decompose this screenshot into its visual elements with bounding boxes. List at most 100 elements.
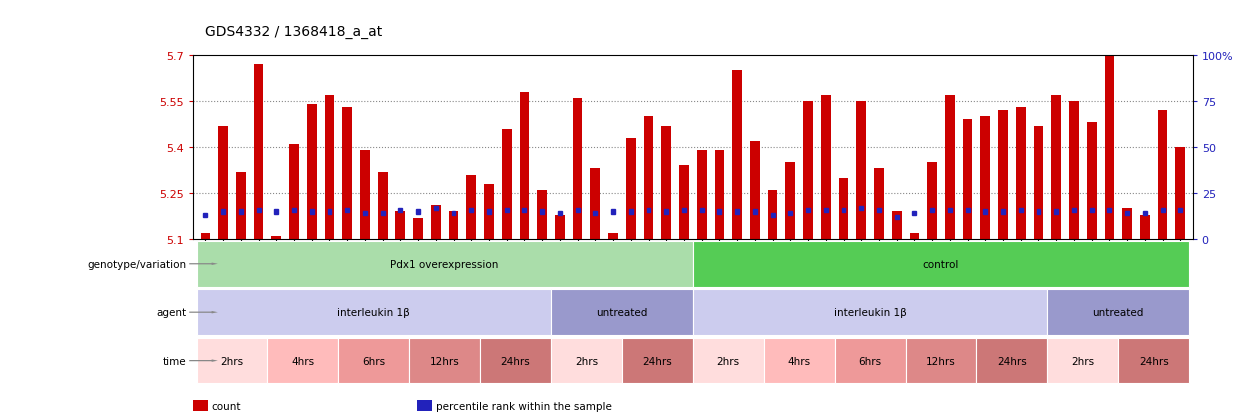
Bar	[452, 212, 456, 216]
Bar	[803, 102, 813, 240]
Bar	[930, 208, 934, 212]
Bar	[763, 338, 834, 384]
Text: 24hrs: 24hrs	[1139, 356, 1169, 366]
Bar	[679, 166, 688, 240]
Bar	[467, 175, 476, 240]
Bar	[197, 338, 268, 384]
Bar	[1118, 338, 1189, 384]
Bar	[594, 212, 598, 216]
Bar	[1016, 108, 1026, 240]
Bar	[874, 169, 884, 240]
Bar	[481, 338, 552, 384]
Text: 2hrs: 2hrs	[220, 356, 244, 366]
Bar	[203, 214, 208, 218]
Bar	[239, 210, 243, 214]
Bar	[256, 208, 260, 212]
Bar	[1143, 212, 1147, 216]
Bar	[947, 208, 952, 212]
Bar	[697, 151, 707, 240]
Bar	[555, 215, 565, 240]
Text: untreated: untreated	[596, 307, 647, 318]
Bar	[377, 172, 387, 240]
Bar	[859, 206, 863, 210]
Bar	[692, 241, 1189, 287]
Bar	[732, 71, 742, 240]
Bar	[552, 290, 692, 335]
Bar	[197, 290, 552, 335]
Bar	[611, 210, 615, 214]
Bar	[700, 208, 703, 212]
Bar	[753, 210, 757, 214]
Bar	[665, 210, 669, 214]
Bar	[661, 126, 671, 240]
Bar	[839, 178, 848, 240]
Bar	[1087, 123, 1097, 240]
Text: 4hrs: 4hrs	[788, 356, 810, 366]
Bar	[540, 210, 544, 214]
Text: 24hrs: 24hrs	[642, 356, 672, 366]
Bar	[575, 208, 580, 212]
Bar	[364, 212, 367, 216]
Bar	[1122, 209, 1132, 240]
Bar	[469, 208, 473, 212]
Bar	[749, 142, 759, 240]
Bar	[416, 210, 420, 214]
Text: 4hrs: 4hrs	[291, 356, 315, 366]
Bar	[857, 102, 867, 240]
Bar	[1069, 102, 1079, 240]
Bar	[268, 338, 339, 384]
Bar	[327, 210, 331, 214]
Bar	[345, 208, 349, 212]
Bar	[1051, 95, 1061, 240]
Text: 12hrs: 12hrs	[430, 356, 459, 366]
Bar	[895, 216, 899, 219]
Bar	[626, 138, 636, 240]
Text: interleukin 1β: interleukin 1β	[337, 307, 410, 318]
Bar	[502, 129, 512, 240]
Bar	[519, 93, 529, 240]
Bar	[360, 151, 370, 240]
Text: count: count	[212, 401, 242, 411]
Bar	[928, 163, 937, 240]
Bar	[413, 218, 423, 240]
Bar	[913, 212, 916, 216]
Text: genotype/variation: genotype/variation	[87, 259, 187, 269]
Bar	[1178, 208, 1183, 212]
Bar	[682, 208, 686, 212]
Bar	[504, 208, 509, 212]
Bar	[590, 169, 600, 240]
Bar	[218, 126, 228, 240]
Bar	[1047, 290, 1189, 335]
Bar	[431, 206, 441, 240]
Text: interleukin 1β: interleukin 1β	[834, 307, 906, 318]
Bar	[981, 117, 990, 240]
Bar	[1033, 126, 1043, 240]
Text: Pdx1 overexpression: Pdx1 overexpression	[391, 259, 499, 269]
Bar	[945, 95, 955, 240]
Bar	[433, 206, 438, 210]
Bar	[1160, 208, 1164, 212]
Bar	[876, 208, 881, 212]
Bar	[339, 338, 410, 384]
Text: 2hrs: 2hrs	[717, 356, 740, 366]
Bar	[786, 163, 796, 240]
Bar	[891, 212, 901, 240]
Bar	[1104, 0, 1114, 240]
Text: 2hrs: 2hrs	[1071, 356, 1094, 366]
Bar	[271, 237, 281, 240]
Bar	[962, 120, 972, 240]
Bar	[1140, 215, 1149, 240]
Bar	[788, 212, 792, 216]
Text: 12hrs: 12hrs	[926, 356, 956, 366]
Bar	[966, 208, 970, 212]
Bar	[1089, 208, 1093, 212]
Bar	[289, 145, 299, 240]
Text: agent: agent	[157, 307, 187, 318]
Bar	[820, 95, 830, 240]
Bar	[325, 95, 335, 240]
Bar	[200, 233, 210, 240]
Bar	[644, 117, 654, 240]
Bar	[237, 172, 245, 240]
Bar	[692, 290, 1047, 335]
Bar	[771, 214, 774, 218]
